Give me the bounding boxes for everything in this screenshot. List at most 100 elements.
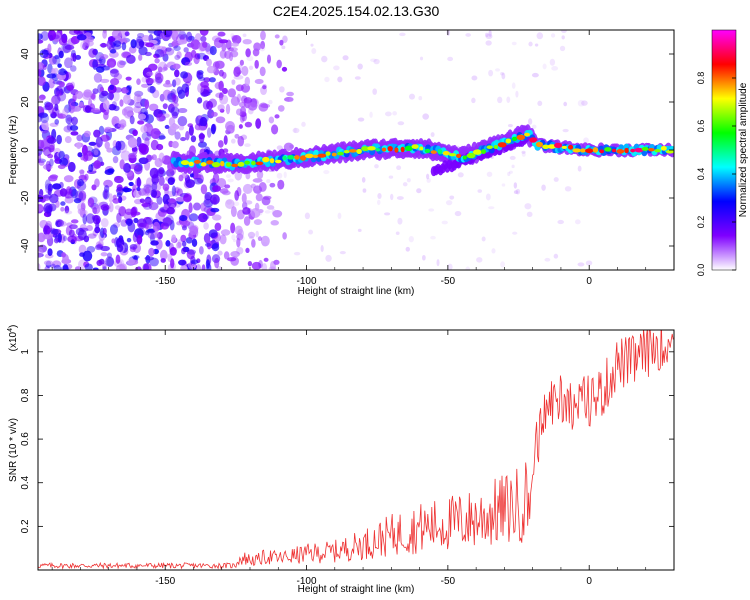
noise-cell (54, 103, 59, 112)
noise-cell (119, 259, 124, 268)
signal-peak (294, 155, 300, 160)
noise-cell (180, 137, 187, 142)
noise-cell (374, 164, 379, 169)
noise-cell (258, 210, 263, 216)
colorbar-gradient (711, 29, 737, 271)
noise-cell (38, 152, 42, 164)
noise-cell (240, 106, 247, 116)
noise-cell (274, 34, 280, 39)
signal-peak (381, 147, 387, 152)
noise-cell (102, 30, 107, 39)
noise-cell (162, 53, 169, 62)
noise-cell (64, 104, 72, 114)
signal-peak (312, 154, 319, 158)
signal-peak (529, 137, 538, 143)
noise-cell (126, 237, 132, 243)
noise-cell (108, 193, 113, 203)
noise-cell (170, 124, 180, 130)
signal-peak (654, 148, 661, 153)
noise-cell (112, 156, 119, 164)
noise-cell (42, 234, 52, 240)
noise-cell (143, 198, 153, 204)
noise-cell (80, 41, 86, 50)
signal-peak (343, 150, 350, 154)
y-tick-label: -40 (20, 238, 31, 253)
noise-cell (129, 244, 138, 250)
noise-cell (563, 101, 568, 107)
noise-cell (225, 103, 231, 115)
noise-cell (201, 264, 206, 270)
colorbar-tick-label: 0.6 (696, 120, 706, 133)
noise-cell (114, 205, 121, 210)
noise-cell (471, 75, 478, 81)
noise-cell (271, 208, 277, 215)
noise-cell (43, 146, 52, 157)
noise-cell (177, 239, 182, 248)
noise-cell (446, 30, 451, 37)
noise-cell (171, 141, 179, 149)
colorbar-tick-label: 0.8 (696, 72, 706, 85)
noise-cell (38, 97, 44, 103)
noise-cell (262, 195, 272, 200)
noise-cell (64, 205, 70, 214)
noise-cell (583, 137, 589, 144)
noise-cell (230, 33, 235, 38)
signal-peak (211, 161, 221, 168)
noise-cell (244, 121, 253, 128)
noise-cell (485, 40, 492, 46)
noise-cell (465, 266, 471, 270)
noise-cell (134, 90, 144, 97)
noise-cell (162, 66, 168, 71)
noise-cell (337, 76, 343, 83)
noise-cell (82, 250, 93, 262)
noise-cell (151, 181, 158, 192)
noise-cell (234, 190, 240, 201)
noise-cell (279, 39, 284, 46)
noise-cell (112, 87, 123, 93)
noise-cell (230, 206, 237, 218)
noise-cell (54, 119, 60, 125)
noise-cell (180, 71, 189, 79)
signal-peak (511, 136, 518, 141)
noise-cell (162, 183, 170, 191)
noise-cell (68, 30, 79, 36)
noise-cell (426, 177, 431, 183)
noise-cell (100, 252, 108, 257)
noise-cell (147, 230, 158, 240)
noise-cell (273, 259, 280, 265)
noise-cell (399, 32, 406, 37)
noise-cell (405, 246, 410, 252)
noise-cell (511, 82, 516, 89)
signal-peak (375, 148, 381, 152)
signal-peak (404, 145, 413, 152)
signal-peak (553, 142, 563, 148)
noise-cell (106, 257, 114, 267)
noise-cell (109, 69, 119, 74)
noise-cell (188, 202, 193, 214)
noise-cell (57, 63, 62, 68)
noise-cell (531, 72, 539, 78)
noise-cell (59, 81, 65, 87)
noise-cell (165, 239, 171, 247)
noise-cell (127, 137, 138, 148)
signal-peak (567, 144, 574, 150)
noise-cell (269, 182, 276, 188)
noise-cell (77, 152, 83, 158)
noise-cell (241, 65, 249, 76)
spectrogram-xlabel: Height of straight line (km) (298, 286, 415, 297)
noise-cell (177, 39, 188, 45)
signal-peak (437, 148, 443, 155)
noise-cell (83, 130, 91, 138)
noise-cell (260, 40, 266, 50)
noise-cell (197, 52, 207, 60)
noise-cell (186, 249, 197, 255)
noise-cell (254, 78, 264, 85)
noise-cell (238, 235, 245, 242)
noise-cell (148, 202, 159, 211)
noise-cell (174, 54, 181, 61)
noise-cell (485, 33, 493, 39)
noise-cell (48, 55, 57, 65)
noise-cell (311, 48, 317, 55)
y-tick-label: 0.4 (20, 475, 31, 489)
